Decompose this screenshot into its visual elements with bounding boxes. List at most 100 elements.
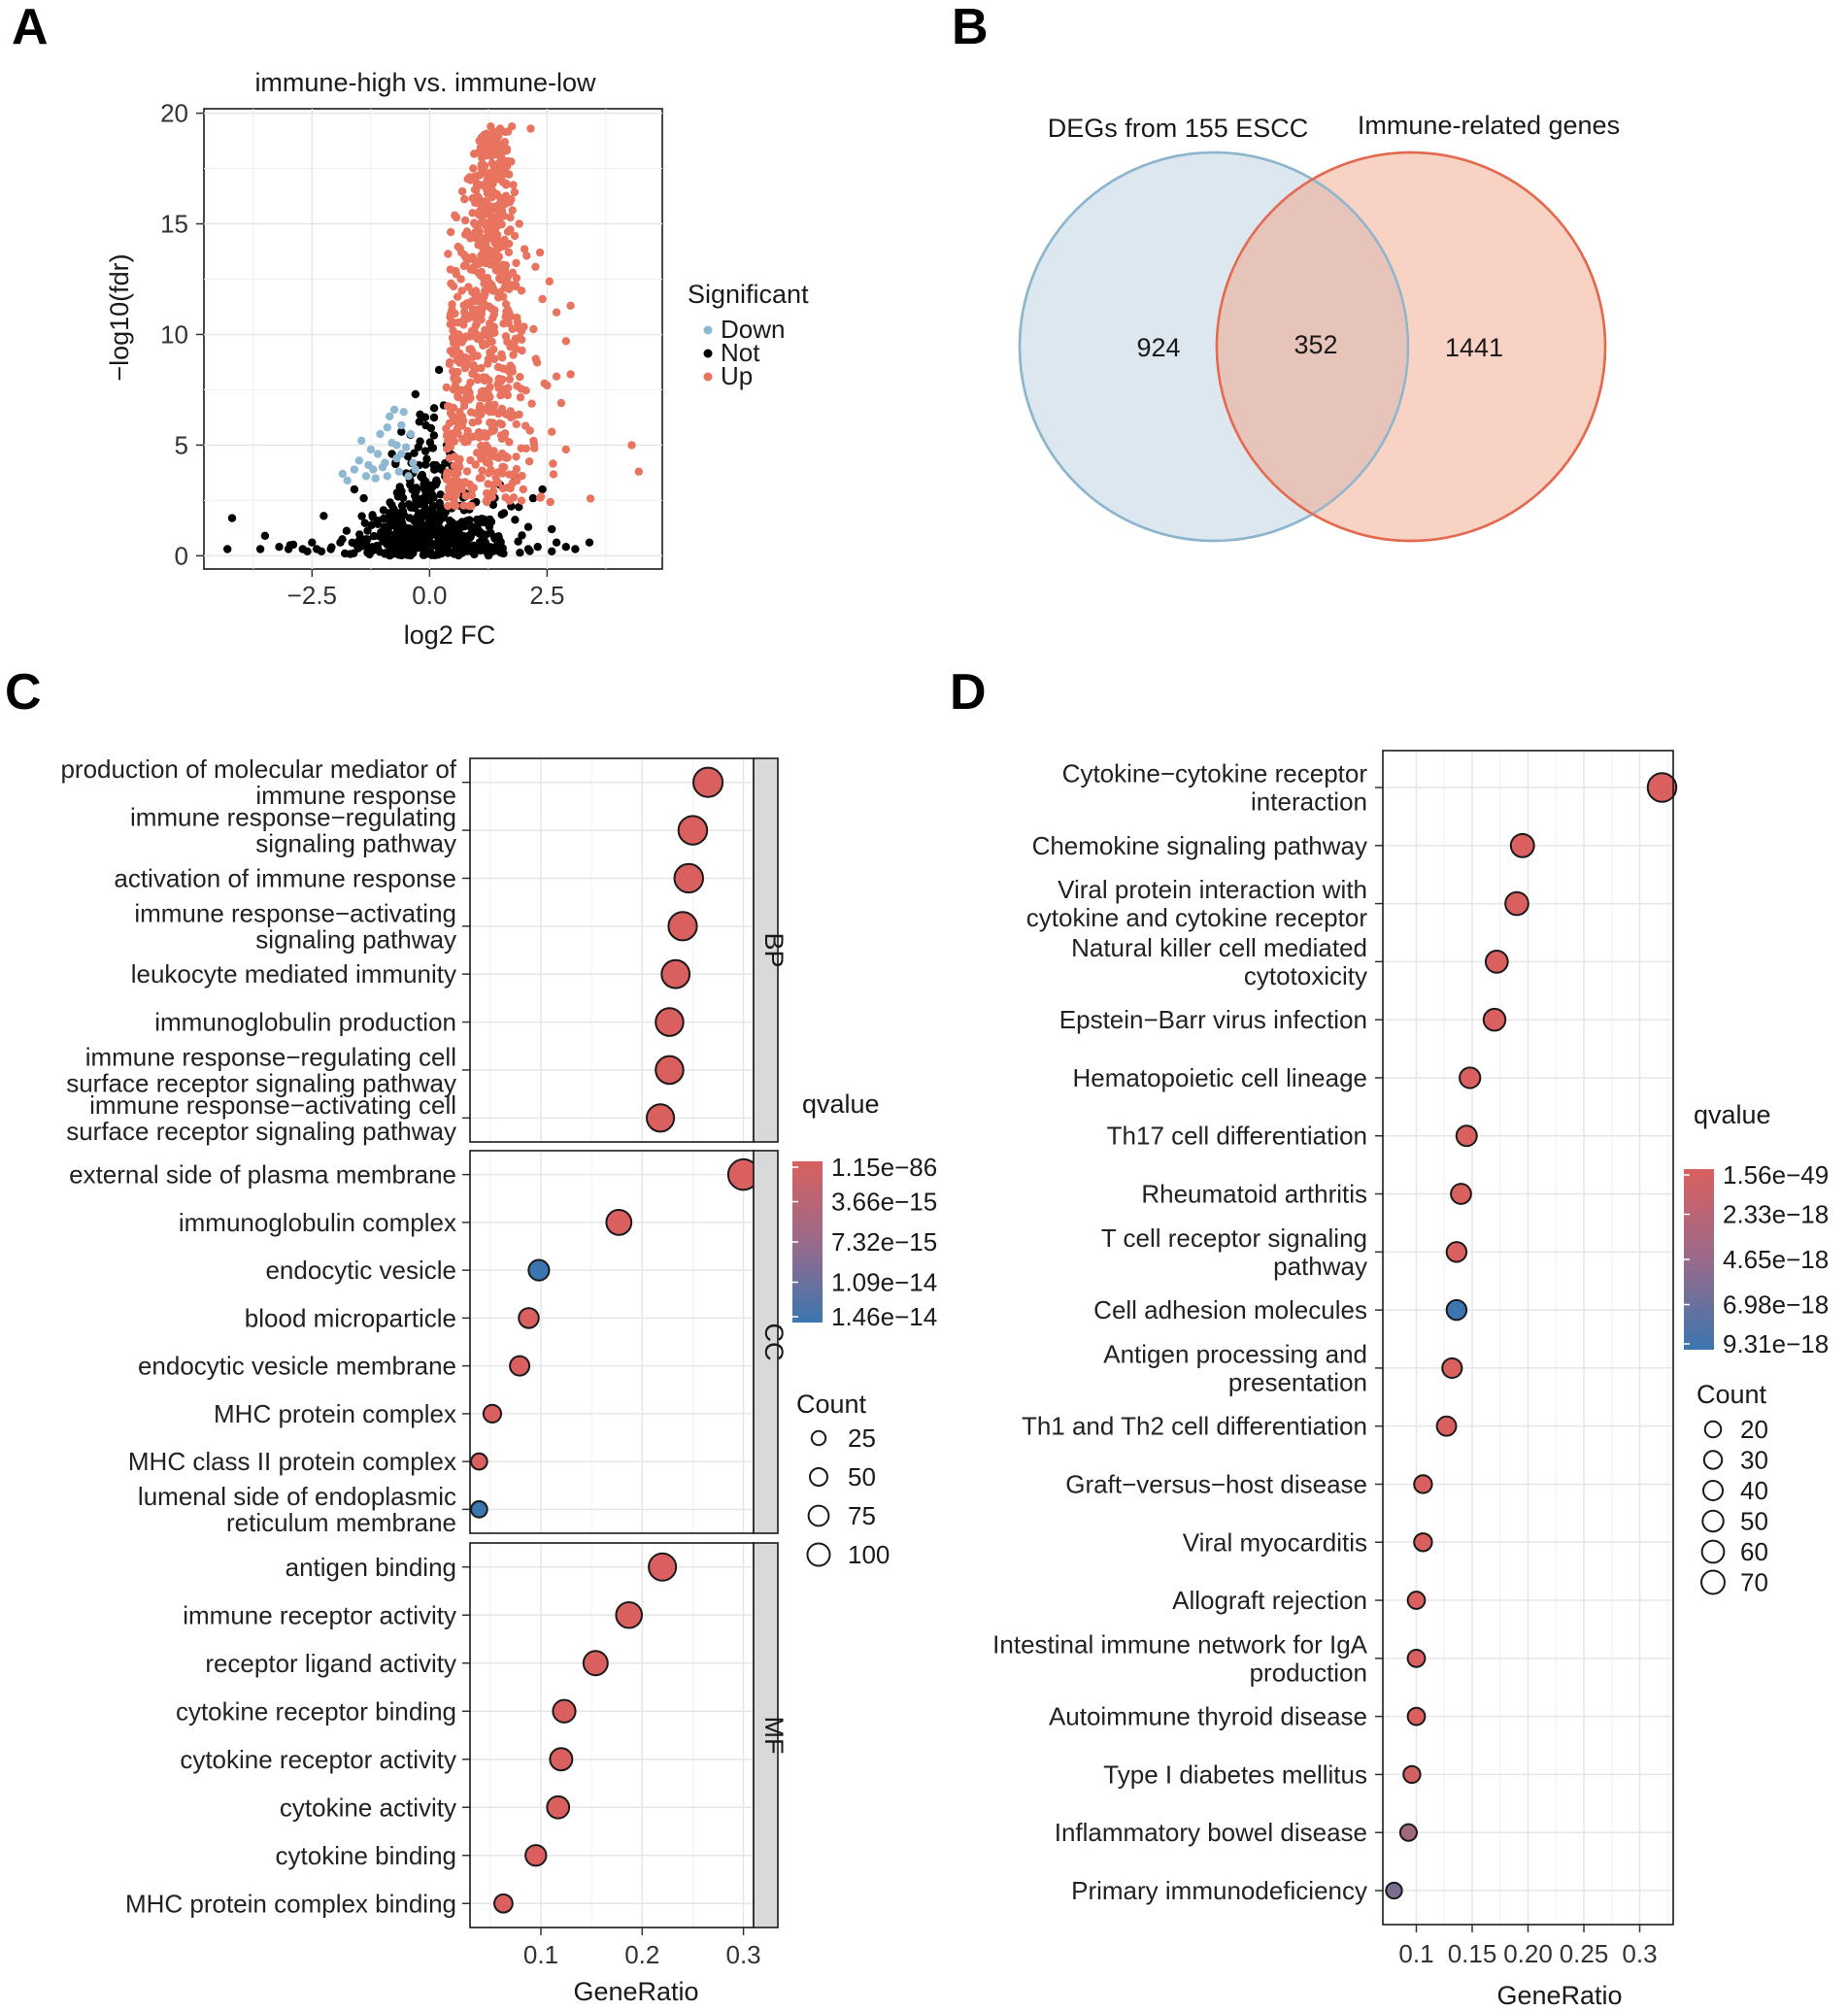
pathway-label: Primary immunodeficiency <box>1071 1876 1367 1905</box>
volcano-point-up <box>459 401 469 411</box>
pathway-label: Hematopoietic cell lineage <box>1072 1063 1367 1092</box>
volcano-point-not <box>405 514 414 522</box>
pathway-dot <box>1413 1474 1433 1494</box>
volcano-point-up <box>448 308 456 317</box>
volcano-point-up <box>474 417 483 425</box>
term-dot <box>470 1452 488 1471</box>
volcano-point-up <box>515 219 523 228</box>
volcano-point-not <box>411 491 420 500</box>
volcano-point-up <box>479 373 488 382</box>
volcano-point-not <box>514 537 522 546</box>
volcano-point-up <box>505 170 514 179</box>
volcano-point-not <box>465 516 474 524</box>
volcano-point-not <box>383 550 391 558</box>
pathway-dot <box>1484 950 1509 974</box>
volcano-point-not <box>406 480 415 489</box>
volcano-point-up <box>566 301 575 310</box>
volcano-point-not <box>410 449 419 457</box>
term-dot <box>524 1844 548 1867</box>
volcano-point-not <box>443 547 452 556</box>
volcano-point-not <box>255 545 265 553</box>
volcano-point-up <box>465 501 474 511</box>
volcano-point-up <box>500 463 509 472</box>
volcano-point-up <box>452 468 461 478</box>
pathway-label: Autoimmune thyroid disease <box>1049 1702 1367 1731</box>
y-tick-label: 15 <box>160 210 188 239</box>
pathway-label: Th1 and Th2 cell differentiation <box>1022 1412 1367 1441</box>
size-legend-label: 50 <box>848 1462 876 1491</box>
volcano-point-up <box>491 473 500 482</box>
volcano-point-not <box>428 502 438 511</box>
volcano-point-down <box>338 469 347 479</box>
size-legend-circle <box>1702 1450 1724 1470</box>
qvalue-label: 7.32e−15 <box>831 1227 937 1257</box>
volcano-point-up <box>445 468 454 478</box>
volcano-point-up <box>466 378 475 387</box>
qvalue-label: 2.33e−18 <box>1723 1200 1829 1229</box>
pathway-label: Antigen processing and <box>1103 1339 1367 1368</box>
volcano-point-not <box>384 513 392 522</box>
term-label: signaling pathway <box>255 924 456 954</box>
size-legend-circle <box>806 1542 831 1567</box>
volcano-point-up <box>501 312 510 321</box>
venn-circle-immune-outline <box>1215 151 1607 543</box>
term-label: immunoglobulin production <box>154 1008 456 1037</box>
volcano-point-up <box>500 200 510 209</box>
volcano-point-up <box>521 421 530 430</box>
term-label: antigen binding <box>286 1553 456 1582</box>
volcano-point-up <box>486 260 494 269</box>
volcano-point-not <box>432 511 441 520</box>
volcano-point-up <box>497 350 506 359</box>
volcano-point-up <box>466 234 475 243</box>
pathway-label: Allograft rejection <box>1172 1586 1367 1615</box>
volcano-gridlines <box>204 109 662 569</box>
volcano-point-up <box>492 221 502 230</box>
qvalue-label: 1.46e−14 <box>831 1302 937 1331</box>
term-label: receptor ligand activity <box>205 1649 456 1678</box>
volcano-point-up <box>503 337 512 347</box>
volcano-point-up <box>531 262 540 271</box>
size-legend-circle <box>810 1429 827 1447</box>
volcano-point-not <box>363 548 372 557</box>
pathway-dot <box>1450 1183 1472 1205</box>
volcano-point-up <box>561 337 570 346</box>
volcano-point-not <box>397 486 406 495</box>
volcano-point-up <box>483 177 492 185</box>
volcano-point-up <box>467 491 476 500</box>
volcano-point-up <box>488 233 497 242</box>
volcano-point-up <box>456 275 465 284</box>
volcano-point-up <box>477 442 486 451</box>
volcano-point-up <box>461 395 470 404</box>
volcano-point-up <box>448 333 457 343</box>
term-label: cytokine receptor activity <box>180 1745 456 1774</box>
volcano-point-not <box>538 485 547 494</box>
kegg-count-title: Count <box>1697 1380 1767 1409</box>
term-dot <box>655 1007 685 1037</box>
pathway-label: Type I diabetes mellitus <box>1103 1760 1367 1789</box>
series-down <box>338 405 420 485</box>
panel-letter-a: A <box>12 0 49 55</box>
volcano-point-not <box>414 500 422 509</box>
volcano-point-up <box>516 393 525 402</box>
volcano-point-not <box>516 549 524 557</box>
volcano-point-not <box>404 500 414 509</box>
term-label: immune response <box>255 781 456 810</box>
volcano-point-down <box>371 474 380 483</box>
term-label: signaling pathway <box>255 829 456 858</box>
volcano-point-up <box>490 452 500 461</box>
volcano-point-up <box>491 265 500 275</box>
term-label: cytokine binding <box>276 1841 456 1870</box>
volcano-point-not <box>585 538 594 547</box>
volcano-point-up <box>466 408 476 417</box>
volcano-point-up <box>507 195 516 204</box>
volcano-point-up <box>495 287 505 297</box>
volcano-point-not <box>416 437 424 446</box>
pathway-dot <box>1398 1823 1418 1842</box>
volcano-point-down <box>383 423 391 432</box>
volcano-point-up <box>455 454 464 464</box>
volcano-point-up <box>454 393 463 402</box>
volcano-point-down <box>357 436 366 445</box>
x-tick-label: 0.2 <box>624 1940 659 1969</box>
term-dot <box>546 1794 571 1820</box>
